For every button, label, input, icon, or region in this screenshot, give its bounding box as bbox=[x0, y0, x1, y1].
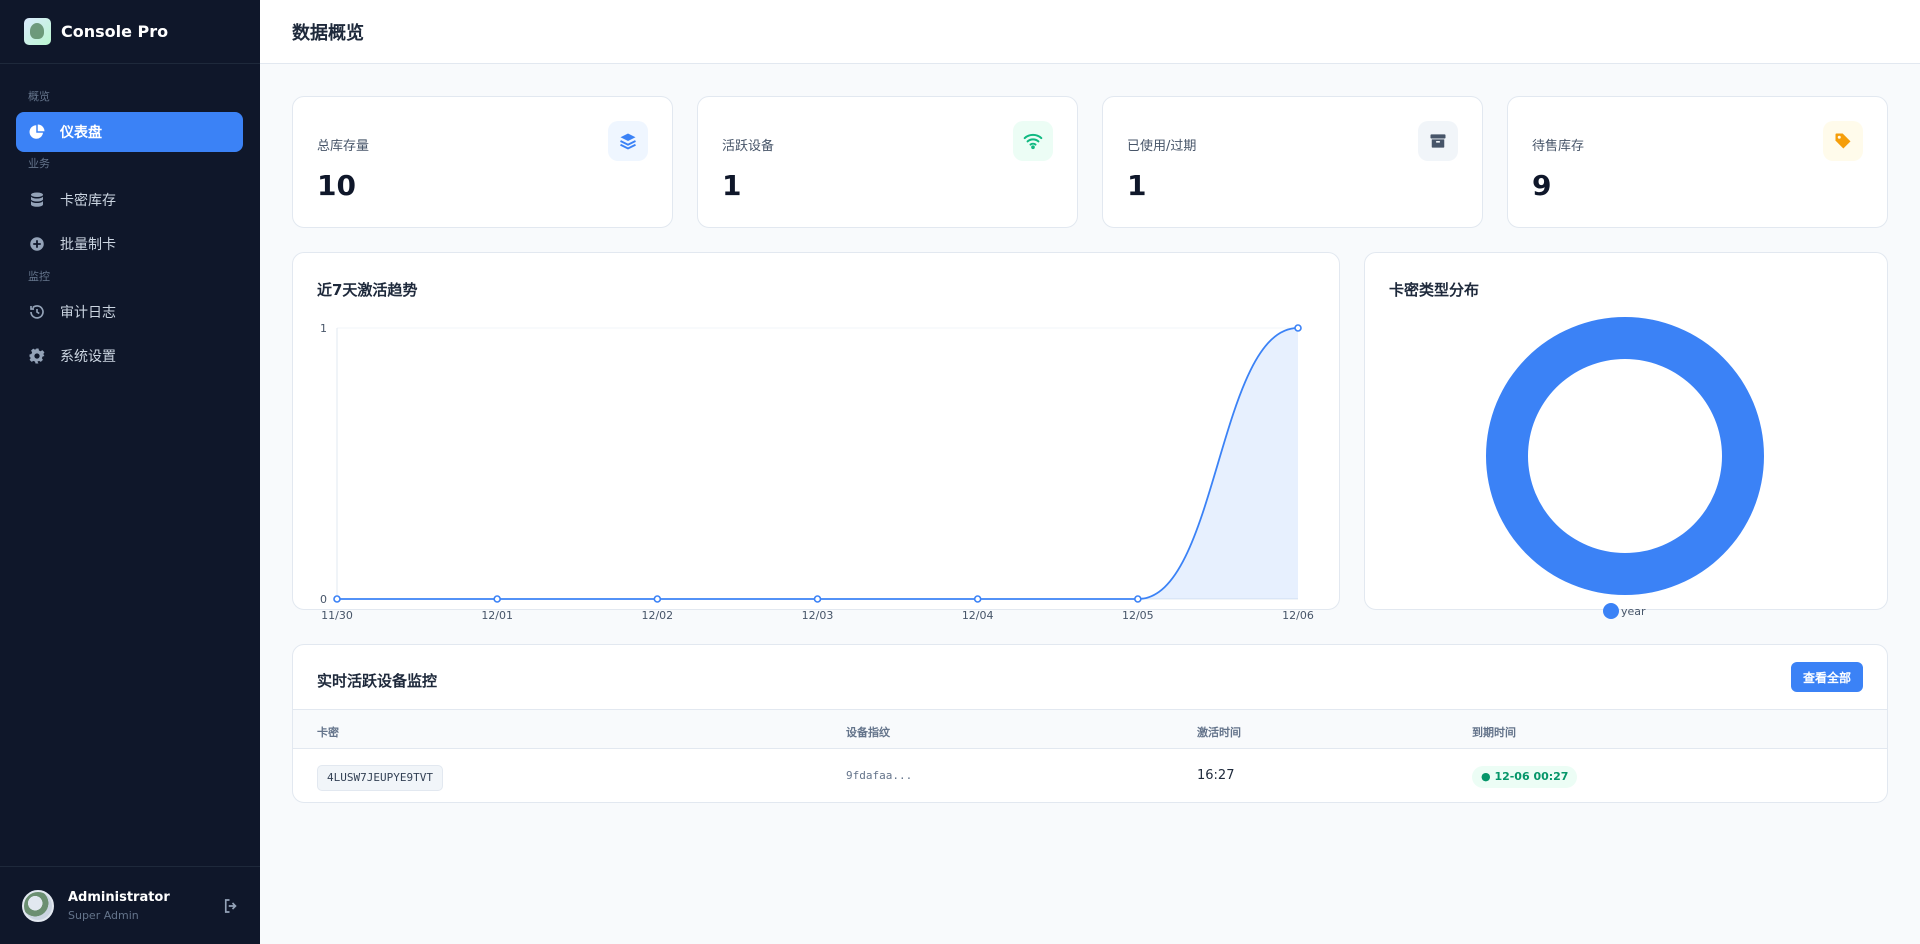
column-header-card: 卡密 bbox=[317, 726, 339, 739]
x-tick-label: 12/06 bbox=[1282, 609, 1314, 622]
sidebar-item-label: 系统设置 bbox=[60, 349, 116, 365]
data-point[interactable] bbox=[333, 595, 341, 603]
sidebar-item-settings[interactable]: 系统设置 bbox=[16, 336, 243, 376]
expiry-badge: ● 12-06 00:27 bbox=[1472, 766, 1578, 788]
logout-icon[interactable] bbox=[222, 897, 240, 915]
plus-circle-icon bbox=[30, 237, 44, 251]
x-tick-label: 12/05 bbox=[1122, 609, 1154, 622]
stat-value: 1 bbox=[722, 169, 742, 202]
pie-chart-icon bbox=[29, 124, 45, 139]
sidebar-item-label: 审计日志 bbox=[60, 305, 116, 321]
activation-trend-chart: 0 1 11/30 12/01 12/02 12/03 12/04 12/05 12/06 bbox=[320, 322, 1314, 622]
table-header: 卡密 设备指纹 激活时间 到期时间 bbox=[293, 709, 1887, 749]
activation-time: 16:27 bbox=[1197, 768, 1235, 783]
sidebar-item-label: 批量制卡 bbox=[60, 237, 116, 253]
stat-card-used-expired: 已使用/过期 1 bbox=[1102, 96, 1483, 228]
sidebar-item-audit-log[interactable]: 审计日志 bbox=[16, 292, 243, 332]
x-tick-label: 12/03 bbox=[802, 609, 834, 622]
stat-label: 活跃设备 bbox=[722, 139, 775, 154]
card-type-donut-chart: year bbox=[1486, 317, 1764, 619]
y-tick-label: 0 bbox=[320, 593, 327, 606]
card-code[interactable]: 4LUSW7JEUPYE9TVT bbox=[317, 765, 443, 791]
activation-trend-card: 近7天激活趋势 bbox=[292, 252, 1340, 610]
trend-area bbox=[337, 328, 1298, 599]
data-point[interactable] bbox=[1134, 595, 1142, 603]
x-tick-label: 12/04 bbox=[962, 609, 994, 622]
wifi-icon bbox=[1013, 121, 1053, 161]
y-tick-label: 1 bbox=[320, 322, 327, 335]
legend-label: year bbox=[1621, 605, 1646, 618]
sidebar-item-dashboard[interactable]: 仪表盘 bbox=[16, 112, 243, 152]
column-header-activated: 激活时间 bbox=[1197, 726, 1241, 739]
stat-card-active-devices: 活跃设备 1 bbox=[697, 96, 1078, 228]
x-tick-label: 12/02 bbox=[641, 609, 673, 622]
x-tick-label: 11/30 bbox=[321, 609, 353, 622]
page-title: 数据概览 bbox=[292, 22, 364, 44]
data-point[interactable] bbox=[493, 595, 501, 603]
expiry-time: 12-06 00:27 bbox=[1494, 770, 1569, 783]
data-point[interactable] bbox=[1294, 324, 1302, 332]
layers-icon bbox=[608, 121, 648, 161]
active-device-monitor-card: 实时活跃设备监控 查看全部 卡密 设备指纹 激活时间 到期时间 4LUSW7JE… bbox=[292, 644, 1888, 803]
tag-icon bbox=[1823, 121, 1863, 161]
user-name: Administrator bbox=[68, 889, 170, 905]
sidebar-item-batch-create[interactable]: 批量制卡 bbox=[16, 224, 243, 264]
archive-icon bbox=[1418, 121, 1458, 161]
app-logo bbox=[24, 18, 51, 45]
data-point[interactable] bbox=[813, 595, 822, 603]
stat-label: 待售库存 bbox=[1532, 139, 1585, 154]
app-name: Console Pro bbox=[61, 22, 169, 41]
stat-card-for-sale: 待售库存 9 bbox=[1507, 96, 1888, 228]
database-icon bbox=[31, 192, 43, 207]
stat-card-total: 总库存量 10 bbox=[292, 96, 673, 228]
nav-section-monitor: 监控 bbox=[28, 270, 50, 283]
column-header-fingerprint: 设备指纹 bbox=[846, 726, 890, 739]
sidebar-item-label: 仪表盘 bbox=[60, 125, 102, 141]
device-fingerprint: 9fdafaa... bbox=[846, 769, 913, 782]
chart-title: 近7天激活趋势 bbox=[317, 281, 418, 299]
card-type-distribution-card: 卡密类型分布 bbox=[1364, 252, 1888, 610]
data-point[interactable] bbox=[653, 595, 662, 603]
table-title: 实时活跃设备监控 bbox=[317, 672, 438, 690]
sidebar-item-card-inventory[interactable]: 卡密库存 bbox=[16, 180, 243, 220]
sidebar-item-label: 卡密库存 bbox=[60, 193, 116, 209]
stat-label: 总库存量 bbox=[317, 139, 370, 154]
data-point[interactable] bbox=[973, 595, 982, 603]
x-tick-label: 12/01 bbox=[481, 609, 513, 622]
stat-value: 10 bbox=[317, 169, 356, 202]
top-header: 数据概览 bbox=[260, 0, 1920, 64]
legend-swatch bbox=[1603, 603, 1619, 619]
view-all-button[interactable]: 查看全部 bbox=[1790, 662, 1863, 692]
stat-value: 9 bbox=[1532, 169, 1552, 202]
nav-section-overview: 概览 bbox=[28, 90, 50, 103]
avatar bbox=[22, 889, 54, 922]
history-icon bbox=[30, 305, 44, 319]
user-profile: Administrator Super Admin bbox=[0, 866, 260, 944]
stat-label: 已使用/过期 bbox=[1127, 139, 1197, 154]
donut-slice[interactable] bbox=[1486, 317, 1764, 595]
user-role: Super Admin bbox=[68, 908, 139, 922]
gear-icon bbox=[29, 348, 45, 364]
column-header-expires: 到期时间 bbox=[1472, 726, 1516, 739]
trend-line bbox=[336, 327, 1299, 600]
chart-title: 卡密类型分布 bbox=[1389, 281, 1480, 299]
sidebar: Console Pro 概览 仪表盘 业务 卡密库存 批量制卡 监控 审计日志 … bbox=[0, 0, 260, 944]
brand[interactable]: Console Pro bbox=[0, 0, 260, 64]
nav-section-business: 业务 bbox=[28, 157, 50, 170]
stat-value: 1 bbox=[1127, 169, 1147, 202]
